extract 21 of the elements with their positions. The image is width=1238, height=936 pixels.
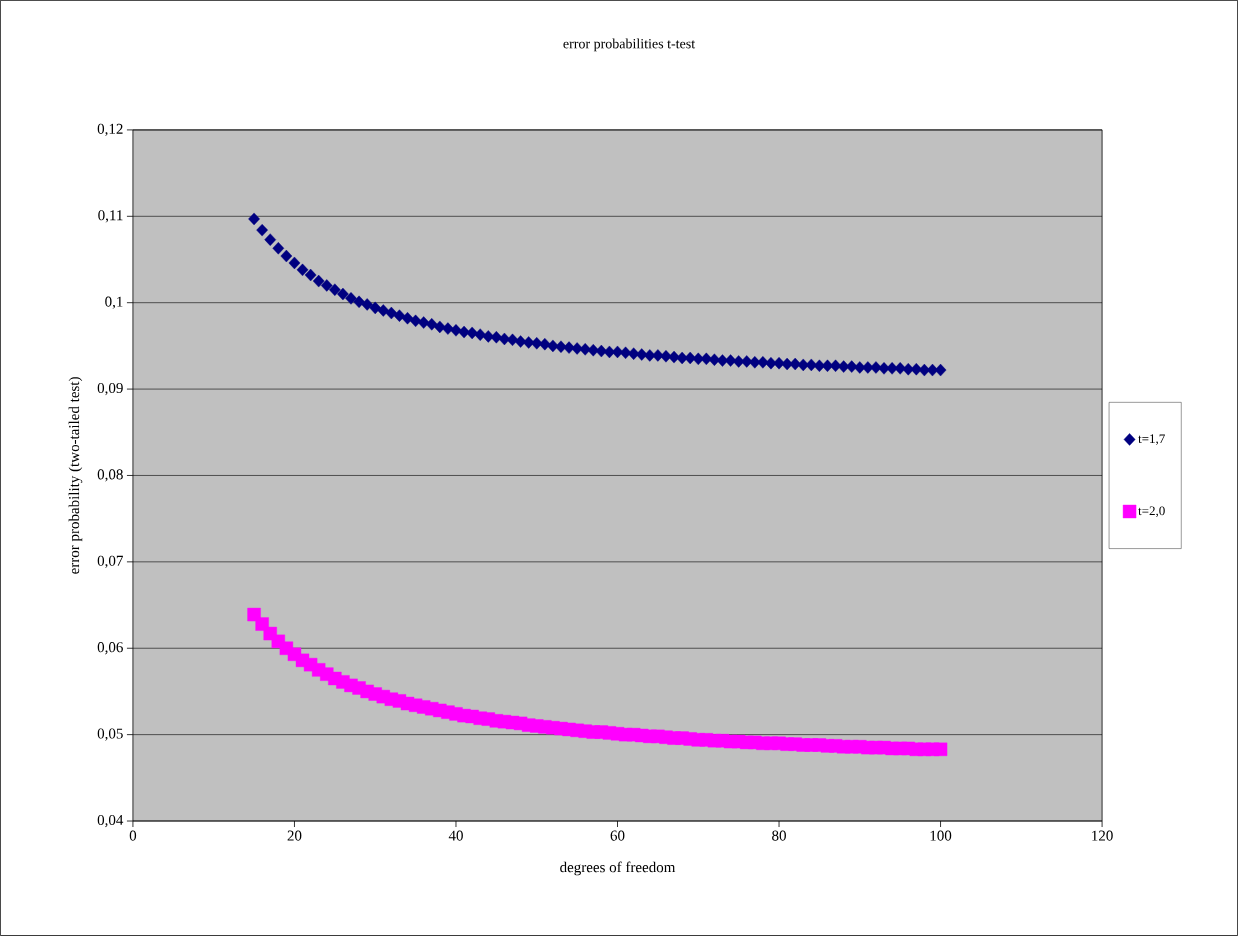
y-tick-label: 0,06 <box>97 642 123 655</box>
y-tick-label: 0,04 <box>97 814 124 828</box>
chart-title: error probabilities t-test <box>563 38 696 52</box>
y-tick-label: 0,05 <box>97 728 123 741</box>
y-tick-label: 0,11 <box>98 210 123 223</box>
y-tick-label: 0,09 <box>97 382 123 396</box>
y-tick-label: 0,07 <box>97 555 123 569</box>
y-tick-label: 0,12 <box>97 123 123 137</box>
x-tick-label: 60 <box>610 830 625 841</box>
x-axis-title: degrees of freedom <box>560 861 676 876</box>
x-tick-label: 80 <box>772 830 786 841</box>
y-tick-label: 0,08 <box>97 469 123 482</box>
y-tick-label: 0,1 <box>105 296 123 309</box>
x-tick-label: 20 <box>287 830 302 841</box>
x-tick-label: 100 <box>930 830 952 841</box>
x-tick-label: 0 <box>129 830 137 841</box>
legend-label: t=2,0 <box>1138 506 1165 518</box>
legend-label: t=1,7 <box>1138 434 1165 445</box>
y-axis-title: error probability (two-tailed test) <box>68 377 83 574</box>
x-tick-label: 120 <box>1092 830 1113 841</box>
x-tick-label: 40 <box>448 830 463 841</box>
